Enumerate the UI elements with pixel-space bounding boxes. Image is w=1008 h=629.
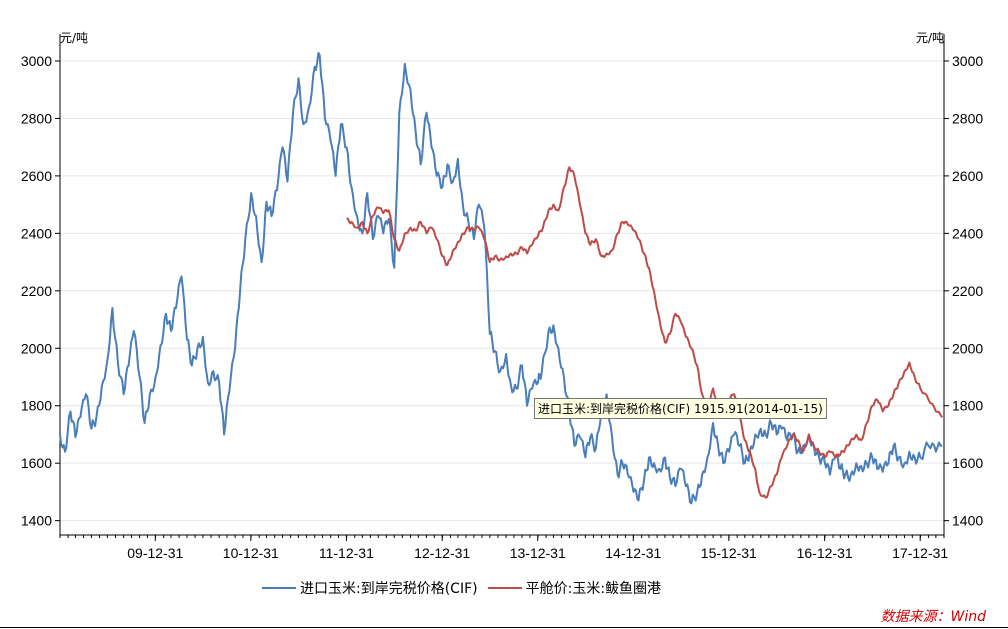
x-tick-label: 11-12-31 [319, 545, 374, 561]
y-tick-label-right: 1800 [952, 398, 983, 414]
y-tick-label-left: 1400 [21, 513, 52, 529]
legend-swatch-port [487, 587, 522, 589]
data-source-text: 数据来源：Wind [880, 609, 987, 625]
y-tick-label-left: 2800 [21, 110, 52, 126]
y-tick-label-left: 3000 [21, 53, 52, 69]
legend-swatch-cif [262, 587, 296, 589]
x-tick-label: 14-12-31 [605, 545, 661, 561]
y-tick-label-left: 2000 [21, 340, 52, 356]
x-tick-label: 10-12-31 [223, 545, 279, 561]
legend-item-cif[interactable]: 进口玉米:到岸完税价格(CIF) [262, 578, 478, 598]
right-axis-unit: 元/吨 [916, 31, 944, 45]
legend-item-port[interactable]: 平舱价:玉米:鲅鱼圈港 [487, 578, 662, 598]
y-tick-label-left: 2200 [21, 283, 52, 299]
y-tick-label-left: 2400 [21, 225, 52, 241]
legend-label-cif: 进口玉米:到岸完税价格(CIF) [300, 581, 478, 597]
legend: 进口玉米:到岸完税价格(CIF) 平舱价:玉米:鲅鱼圈港 [262, 577, 671, 599]
y-tick-label-right: 2400 [952, 225, 983, 241]
y-tick-label-right: 1400 [952, 513, 983, 529]
y-tick-label-right: 2200 [952, 283, 983, 299]
y-tick-label-left: 1800 [21, 398, 52, 414]
x-tick-label: 15-12-31 [701, 545, 757, 561]
y-tick-label-left: 2600 [21, 168, 52, 184]
y-tick-label-right: 2000 [952, 340, 983, 356]
x-tick-label: 13-12-31 [510, 545, 566, 561]
y-tick-label-right: 2600 [952, 168, 983, 184]
data-tooltip: 进口玉米:到岸完税价格(CIF) 1915.91(2014-01-15) [534, 398, 827, 419]
x-tick-label: 17-12-31 [892, 545, 948, 561]
legend-label-port: 平舱价:玉米:鲅鱼圈港 [525, 581, 662, 597]
y-tick-label-right: 3000 [952, 53, 983, 69]
axis-ticks: 1400 1400 1600 1600 1800 1800 2000 2000 2200 2200… [21, 53, 984, 561]
y-tick-label-right: 1600 [952, 455, 983, 471]
grid-lines [60, 60, 944, 522]
left-axis-unit: 元/吨 [60, 31, 88, 45]
bottom-divider [0, 627, 1008, 628]
series-line-cif [59, 51, 943, 505]
y-tick-label-left: 1600 [21, 455, 52, 471]
x-tick-label: 16-12-31 [797, 545, 853, 561]
axes [59, 34, 945, 536]
x-tick-label: 12-12-31 [414, 545, 470, 561]
x-tick-label: 09-12-31 [127, 545, 183, 561]
series-lines [59, 51, 943, 505]
series-line-port [346, 166, 943, 499]
y-tick-label-right: 2800 [952, 110, 983, 126]
